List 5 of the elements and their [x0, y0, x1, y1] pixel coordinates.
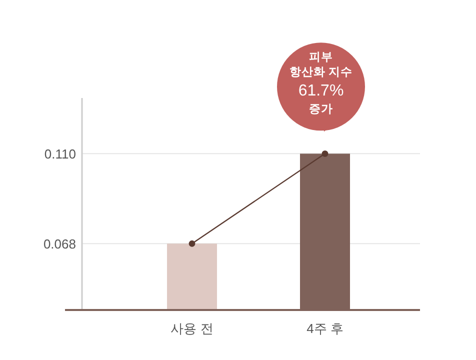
annotation: 피부 항산화 지수 61.7% 증가 — [289, 50, 353, 116]
x-tick-label: 4주 후 — [306, 321, 344, 336]
y-tick-label: 0.110 — [44, 146, 76, 162]
x-tick-label: 사용 전 — [170, 321, 214, 336]
y-tick-label: 0.068 — [43, 236, 76, 252]
